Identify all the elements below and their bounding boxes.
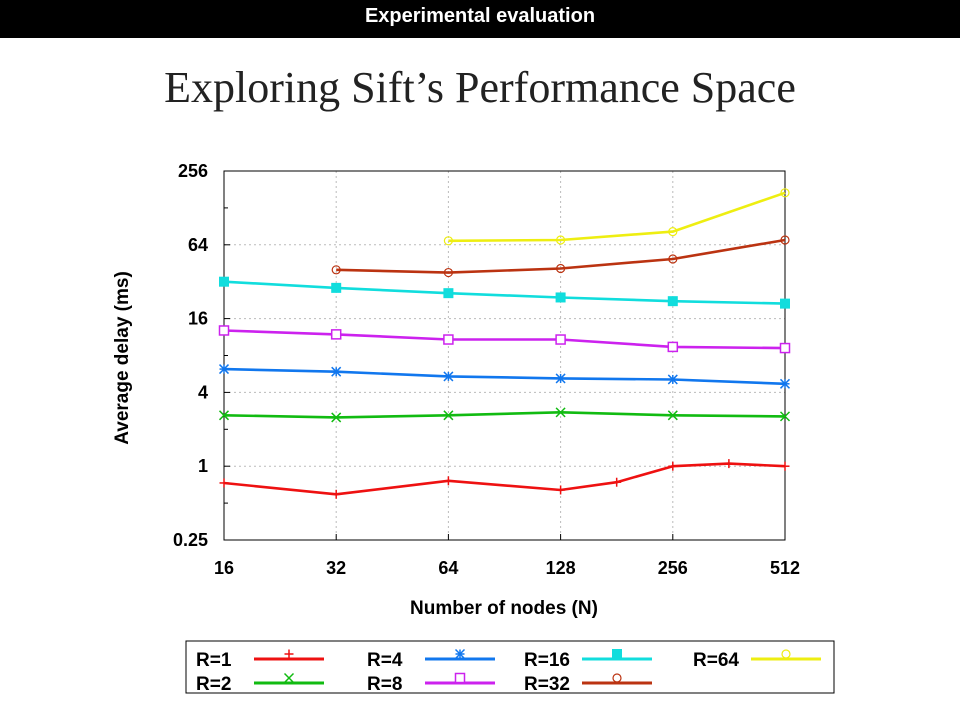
point-r1 — [556, 485, 566, 495]
legend-label: R=1 — [196, 650, 232, 671]
x-axis-label: Number of nodes (N) — [410, 598, 598, 619]
x-tick-label: 64 — [438, 558, 458, 578]
legend-marker — [283, 672, 295, 684]
y-tick-label: 16 — [188, 309, 208, 329]
x-tick-label: 128 — [546, 558, 576, 578]
series-line-r32 — [336, 238, 786, 274]
point-r8 — [218, 325, 230, 336]
point-r16 — [331, 282, 342, 293]
legend-entry-r4: R=4 — [367, 648, 495, 671]
legend-marker — [612, 673, 622, 683]
point-r1 — [780, 461, 790, 471]
legend-marker — [612, 649, 622, 659]
series-line-r8 — [223, 329, 786, 350]
x-tick-label: 512 — [770, 558, 800, 578]
series-line-r2 — [223, 410, 786, 419]
point-r8 — [779, 342, 791, 354]
section-label: Experimental evaluation — [364, 5, 596, 27]
x-tick-label: 16 — [214, 558, 234, 578]
legend-entry-r2: R=2 — [196, 672, 324, 695]
point-r16 — [667, 296, 678, 307]
legend-marker — [781, 649, 791, 659]
point-r2 — [331, 412, 342, 423]
legend-entry-r16: R=16 — [524, 649, 652, 671]
series-line-r16 — [223, 280, 786, 305]
point-r16 — [780, 298, 790, 309]
point-r64 — [780, 188, 790, 198]
legend-marker — [454, 648, 466, 660]
point-r2 — [667, 410, 678, 421]
legend-label: R=32 — [524, 674, 570, 695]
point-r32 — [331, 265, 341, 275]
point-r16 — [443, 288, 454, 299]
point-r16 — [555, 292, 566, 303]
slide-title: Exploring Sift’s Performance Space — [164, 63, 796, 112]
point-r8 — [667, 341, 679, 353]
legend-label: R=8 — [367, 674, 402, 695]
legend-label: R=2 — [196, 674, 231, 695]
y-tick-label: 64 — [188, 235, 208, 255]
legend-entry-r1: R=1 — [196, 649, 324, 671]
point-r8 — [330, 329, 342, 340]
y-tick-label: 0.25 — [173, 530, 208, 550]
y-tick-label: 256 — [178, 161, 208, 181]
point-r64 — [443, 236, 453, 246]
point-r4 — [779, 378, 791, 389]
point-r4 — [331, 366, 342, 377]
point-r1 — [443, 476, 453, 486]
y-axis-label: Average delay (ms) — [112, 271, 133, 445]
point-r4 — [218, 364, 230, 375]
point-r1 — [219, 478, 229, 488]
y-tick-label: 1 — [198, 456, 208, 476]
x-axis-ticks: 16 32 64 128 256 512 — [214, 534, 800, 578]
section-header-bar: Experimental evaluation — [0, 0, 960, 38]
point-r16 — [219, 276, 229, 287]
y-axis-ticks: 0.25 1 4 16 64 256 — [173, 161, 230, 550]
point-r32 — [780, 235, 790, 245]
point-r1 — [612, 477, 622, 487]
point-r32 — [668, 254, 678, 264]
point-r64 — [668, 227, 678, 237]
legend-label: R=4 — [367, 650, 403, 671]
series-line-r4 — [223, 367, 786, 386]
point-r4 — [443, 371, 454, 382]
series-line-r1 — [223, 462, 786, 496]
legend-label: R=64 — [693, 650, 739, 671]
legend-entry-r64: R=64 — [693, 649, 821, 671]
point-r4 — [667, 374, 678, 385]
point-r8 — [443, 334, 454, 345]
legend-marker — [284, 649, 294, 659]
legend-marker — [454, 672, 466, 684]
legend-label: R=16 — [524, 650, 570, 671]
point-r2 — [443, 410, 454, 421]
point-r2 — [218, 410, 230, 421]
point-r2 — [555, 407, 566, 418]
legend: R=1 R=2 R=4 R=8 R=16 R=32 R=64 — [196, 648, 821, 695]
point-r1 — [331, 489, 341, 499]
x-tick-label: 32 — [326, 558, 346, 578]
point-r32 — [443, 267, 453, 278]
point-r4 — [555, 373, 566, 384]
point-r64 — [555, 235, 566, 245]
point-r8 — [555, 334, 566, 345]
x-tick-label: 256 — [658, 558, 688, 578]
point-r2 — [779, 411, 791, 422]
series-line-r64 — [448, 191, 786, 243]
series-lines — [218, 188, 791, 499]
point-r1 — [668, 461, 678, 471]
point-r1 — [724, 459, 734, 469]
point-r32 — [555, 263, 566, 274]
y-tick-label: 4 — [198, 382, 208, 402]
legend-entry-r8: R=8 — [367, 672, 495, 695]
legend-entry-r32: R=32 — [524, 673, 652, 695]
